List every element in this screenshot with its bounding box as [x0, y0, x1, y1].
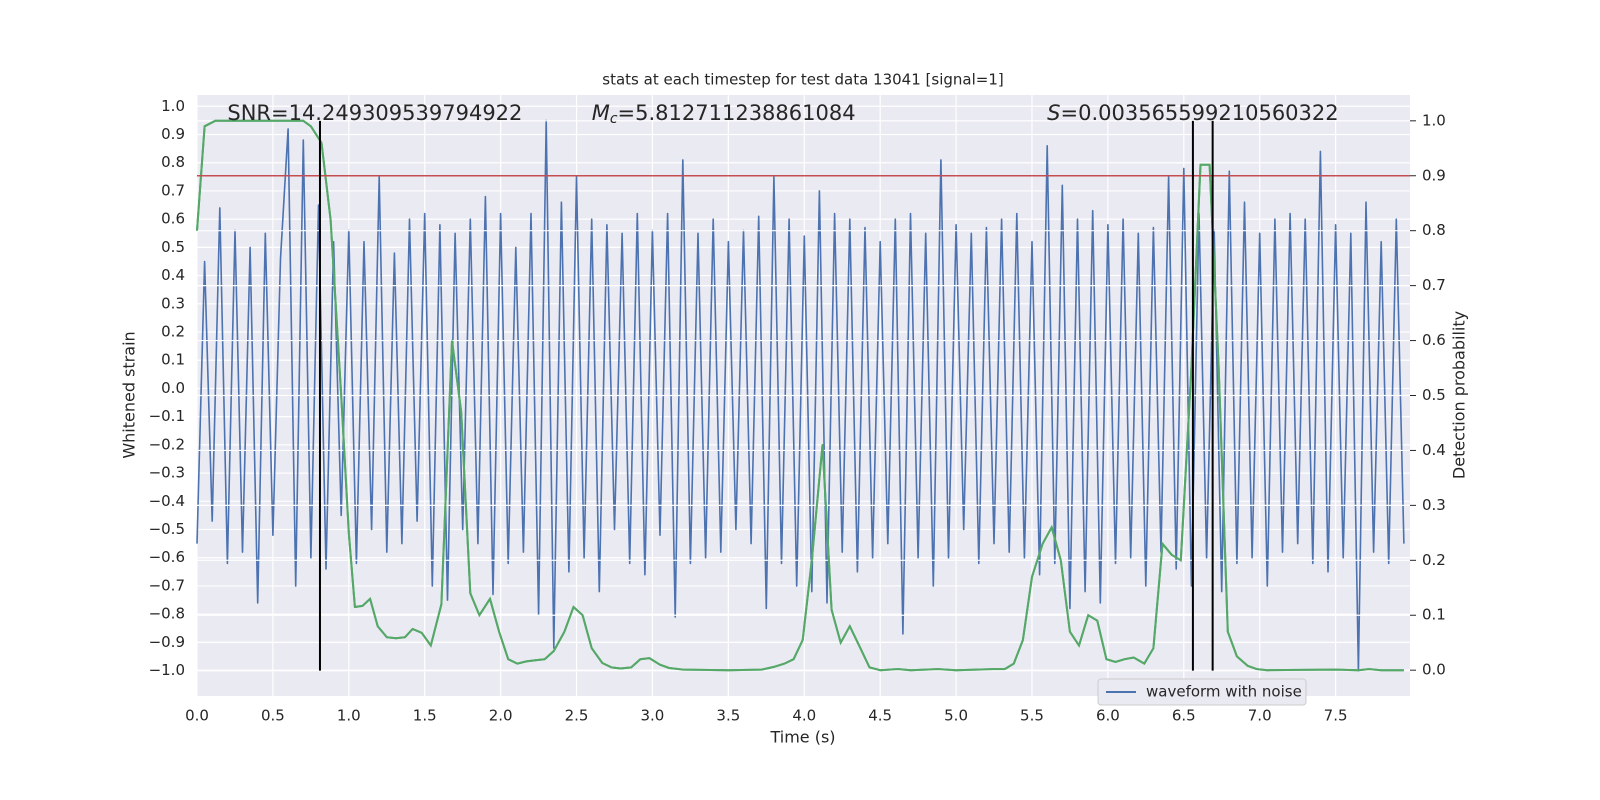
- series-line: [196, 119, 1405, 672]
- x-tick-label: 1.0: [337, 707, 361, 725]
- x-tick-label: 0.5: [261, 707, 285, 725]
- x-tick-label: 5.0: [944, 707, 968, 725]
- y2-tick-label: 0.7: [1422, 276, 1446, 294]
- y-tick-label: 1.0: [161, 97, 185, 115]
- annotation: Mc=5.812711238861084: [592, 101, 856, 127]
- y-tick-label: −0.2: [149, 435, 185, 453]
- x-tick-label: 1.5: [413, 707, 437, 725]
- y-tick-label: 0.1: [161, 351, 185, 369]
- y2-tick-label: 0.0: [1422, 661, 1446, 679]
- y-tick-label: 0.0: [161, 379, 185, 397]
- y-tick-label: −0.8: [149, 605, 185, 623]
- y2-tick-label: 0.1: [1422, 606, 1446, 624]
- y-tick-label: −1.0: [149, 661, 185, 679]
- annotation-subscript: c: [610, 111, 618, 127]
- x-tick-label: 2.5: [565, 707, 589, 725]
- y-tick-label: 0.7: [161, 181, 185, 199]
- x-tick-label: 6.5: [1172, 707, 1196, 725]
- y-tick-label: 0.8: [161, 153, 185, 171]
- annotation-text: SNR=14.249309539794922: [227, 101, 522, 125]
- y2-tick-label: 0.5: [1422, 386, 1446, 404]
- x-tick-label: 0.0: [185, 707, 209, 725]
- y-tick-label: −0.9: [149, 633, 185, 651]
- y-tick-label: −0.5: [149, 520, 185, 538]
- y-tick-label: −0.3: [149, 464, 185, 482]
- probability-line: [196, 119, 1404, 672]
- y-tick-label: 0.4: [161, 266, 185, 284]
- y2-tick-label: 0.6: [1422, 331, 1446, 349]
- chart-title: stats at each timestep for test data 130…: [602, 71, 1003, 89]
- y-tick-label: 0.2: [161, 323, 185, 341]
- annotation: SNR=14.249309539794922: [227, 101, 522, 125]
- y-tick-label: 0.3: [161, 294, 185, 312]
- annotation-symbol: S: [1047, 101, 1060, 125]
- legend-box: [1097, 678, 1307, 706]
- legend-label: waveform with noise: [1146, 683, 1302, 701]
- y-tick-label: −0.6: [149, 548, 185, 566]
- x-tick-label: 3.0: [641, 707, 665, 725]
- annotation: S=0.003565599210560322: [1047, 101, 1338, 125]
- y2-tick-label: 0.2: [1422, 551, 1446, 569]
- y2-tick-label: 0.8: [1422, 221, 1446, 239]
- y2-tick-label: 0.3: [1422, 496, 1446, 514]
- y2-tick-label: 1.0: [1422, 111, 1446, 129]
- x-tick-label: 2.0: [489, 707, 513, 725]
- y-tick-label: 0.5: [161, 238, 185, 256]
- x-tick-label: 7.5: [1324, 707, 1348, 725]
- y-tick-label: −0.1: [149, 407, 185, 425]
- x-tick-label: 3.5: [716, 707, 740, 725]
- y-axis-label: Whitened strain: [120, 331, 139, 458]
- x-axis-label: Time (s): [769, 728, 835, 747]
- x-tick-label: 4.0: [792, 707, 816, 725]
- x-tick-label: 5.5: [1020, 707, 1044, 725]
- y2-axis-label: Detection probability: [1450, 311, 1469, 479]
- y-tick-label: −0.4: [149, 492, 185, 510]
- x-tick-label: 6.0: [1096, 707, 1120, 725]
- y-tick-label: −0.7: [149, 576, 185, 594]
- annotation-symbol: M: [592, 101, 610, 125]
- y-tick-label: 0.9: [161, 125, 185, 143]
- annotation-text: =5.812711238861084: [618, 101, 856, 125]
- x-tick-label: 7.0: [1248, 707, 1272, 725]
- x-tick-label: 4.5: [868, 707, 892, 725]
- annotation-text: =0.003565599210560322: [1061, 101, 1339, 125]
- y2-tick-label: 0.4: [1422, 441, 1446, 459]
- y2-tick-label: 0.9: [1422, 166, 1446, 184]
- y-tick-label: 0.6: [161, 210, 185, 228]
